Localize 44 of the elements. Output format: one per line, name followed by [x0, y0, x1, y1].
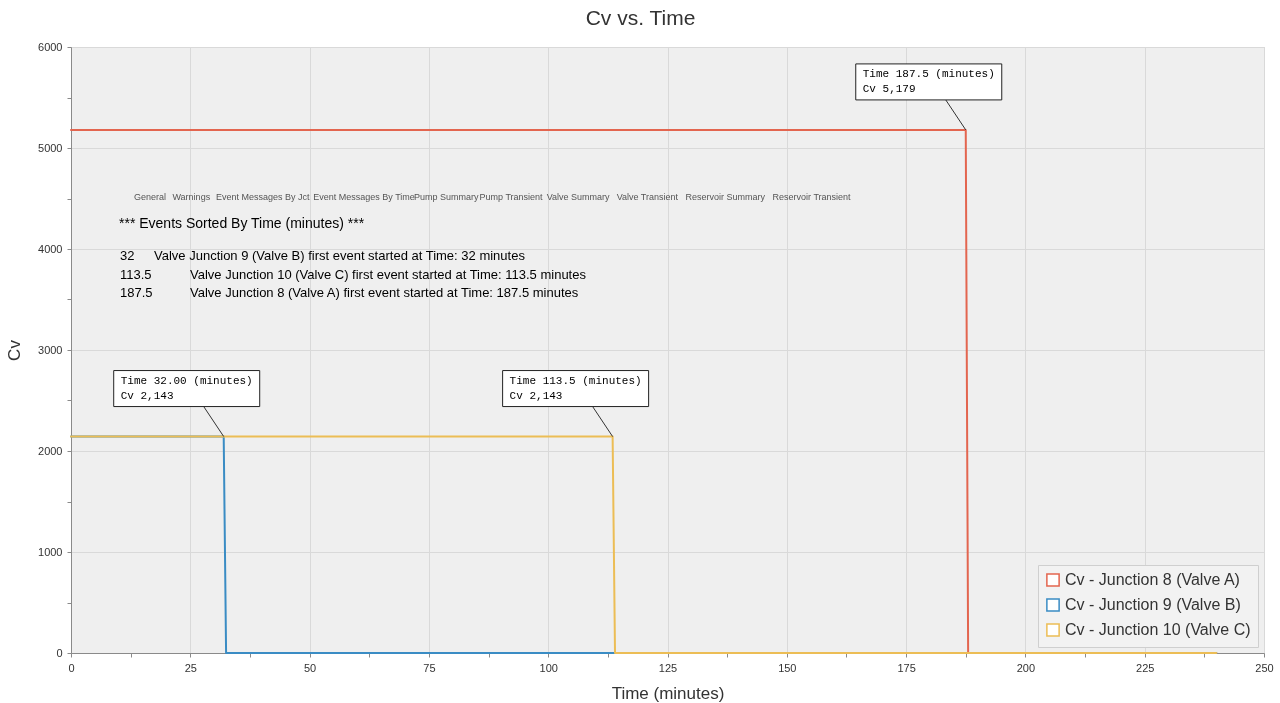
x-axis-title: Time (minutes) — [611, 683, 725, 703]
annotation: Reservoir Summary — [685, 192, 766, 202]
annotation: Valve Summary — [546, 192, 611, 202]
y-tick-label: 3000 — [38, 343, 63, 356]
x-tick-label: 100 — [539, 661, 558, 674]
x-tick-label: 50 — [303, 661, 317, 674]
y-tick-label: 4000 — [38, 242, 63, 255]
x-tick-label: 125 — [658, 661, 678, 674]
y-tick-label: 0 — [56, 646, 63, 659]
annotation: Valve Junction 8 (Valve A) first event started at Time: 187.5 minutes — [190, 284, 579, 300]
annotation: Time 187.5 (minutes) Cv 5,179 — [862, 67, 995, 95]
x-tick-label: 150 — [778, 661, 797, 674]
annotation: *** Events Sorted By Time (minutes) *** — [119, 214, 365, 231]
x-tick-label: 75 — [423, 661, 436, 674]
annotation: Valve Junction 9 (Valve B) first event started at Time: 32 minutes — [154, 248, 526, 263]
y-tick-label: 6000 — [38, 40, 63, 53]
y-tick-label: 5000 — [38, 141, 63, 154]
annotation: Valve Junction 10 (Valve C) first event started at Time: 113.5 minutes — [190, 266, 587, 282]
annotation: Valve Transient — [616, 192, 679, 202]
annotation: Time 32.00 (minutes) Cv 2,143 — [120, 374, 253, 402]
chart-title: Cv vs. Time — [585, 6, 696, 29]
x-tick-label: 25 — [184, 661, 197, 674]
annotation: Event Messages By Jct — [215, 192, 310, 202]
x-tick-label: 225 — [1136, 661, 1155, 674]
y-tick-label: 1000 — [38, 545, 63, 558]
annotation: 187.5 — [120, 284, 153, 300]
annotation: 32 — [120, 248, 135, 263]
annotation: Pump Summary — [413, 192, 479, 202]
legend-label: Cv - Junction 8 (Valve A) — [1065, 571, 1240, 588]
annotation: Event Messages By Time — [313, 192, 415, 202]
x-tick-label: 250 — [1255, 661, 1274, 674]
annotation: Pump Transient — [479, 192, 544, 202]
annotation: General — [134, 192, 167, 202]
y-axis-title: Cv — [5, 339, 25, 361]
x-tick-label: 200 — [1016, 661, 1036, 674]
annotation: Reservoir Transient — [772, 192, 852, 202]
annotation: Time 113.5 (minutes) Cv 2,143 — [509, 374, 642, 402]
legend-label: Cv - Junction 10 (Valve C) — [1065, 621, 1251, 638]
annotation: Warnings — [172, 192, 211, 202]
x-tick-label: 0 — [68, 661, 75, 674]
y-tick-label: 2000 — [38, 444, 63, 457]
annotation: 113.5 — [120, 266, 152, 282]
legend-label: Cv - Junction 9 (Valve B) — [1065, 596, 1241, 613]
x-tick-label: 175 — [897, 661, 916, 674]
